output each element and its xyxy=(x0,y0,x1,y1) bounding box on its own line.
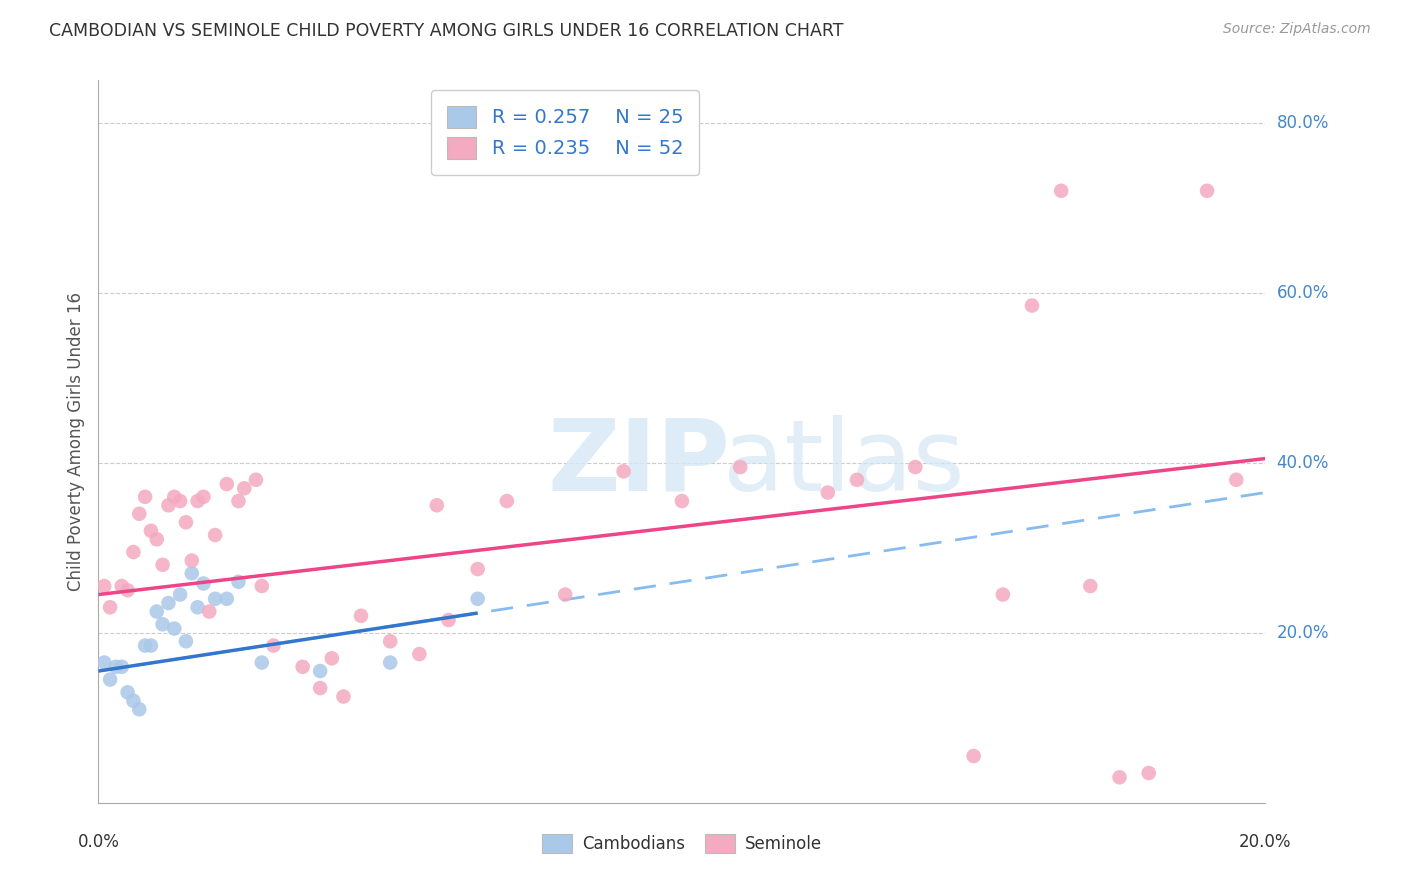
Point xyxy=(817,485,839,500)
Point xyxy=(128,702,150,716)
Point xyxy=(152,558,174,572)
Point xyxy=(198,605,221,619)
Point xyxy=(350,608,373,623)
Point xyxy=(309,681,332,695)
Text: 60.0%: 60.0% xyxy=(1277,284,1329,301)
Point xyxy=(146,605,169,619)
Point xyxy=(174,516,197,530)
Point xyxy=(991,588,1014,602)
Point xyxy=(187,600,209,615)
Point xyxy=(180,566,202,581)
Point xyxy=(332,690,354,704)
Text: 40.0%: 40.0% xyxy=(1277,454,1329,472)
Point xyxy=(730,460,752,475)
Point xyxy=(157,596,180,610)
Point xyxy=(467,591,489,606)
Point xyxy=(228,494,250,508)
Point xyxy=(233,481,256,495)
Text: CAMBODIAN VS SEMINOLE CHILD POVERTY AMONG GIRLS UNDER 16 CORRELATION CHART: CAMBODIAN VS SEMINOLE CHILD POVERTY AMON… xyxy=(49,22,844,40)
Point xyxy=(437,613,460,627)
Point xyxy=(262,639,284,653)
Point xyxy=(174,634,197,648)
Point xyxy=(496,494,519,508)
Point xyxy=(146,533,169,547)
Point xyxy=(134,490,156,504)
Text: ZIP: ZIP xyxy=(548,415,731,512)
Point xyxy=(554,588,576,602)
Point xyxy=(111,579,134,593)
Point xyxy=(215,591,238,606)
Point xyxy=(180,553,202,567)
Point xyxy=(962,749,984,764)
Point xyxy=(215,477,238,491)
Point xyxy=(111,660,134,674)
Point xyxy=(1080,579,1102,593)
Point xyxy=(93,579,115,593)
Point xyxy=(1021,299,1043,313)
Point xyxy=(128,507,150,521)
Y-axis label: Child Poverty Among Girls Under 16: Child Poverty Among Girls Under 16 xyxy=(66,292,84,591)
Point xyxy=(104,660,127,674)
Point xyxy=(193,490,215,504)
Text: 20.0%: 20.0% xyxy=(1277,624,1329,642)
Point xyxy=(163,622,186,636)
Point xyxy=(169,494,191,508)
Point xyxy=(204,591,226,606)
Point xyxy=(134,639,156,653)
Point xyxy=(117,583,139,598)
Point xyxy=(671,494,693,508)
Point xyxy=(193,576,215,591)
Text: 80.0%: 80.0% xyxy=(1277,114,1329,132)
Point xyxy=(1137,766,1160,780)
Point xyxy=(1108,770,1130,784)
Point xyxy=(163,490,186,504)
Point xyxy=(98,673,121,687)
Point xyxy=(245,473,267,487)
Point xyxy=(204,528,226,542)
Point xyxy=(98,600,121,615)
Point xyxy=(426,498,449,512)
Point xyxy=(291,660,314,674)
Text: 20.0%: 20.0% xyxy=(1239,833,1292,851)
Point xyxy=(152,617,174,632)
Legend: Cambodians, Seminole: Cambodians, Seminole xyxy=(536,827,828,860)
Point xyxy=(139,524,162,538)
Point xyxy=(380,634,402,648)
Point xyxy=(309,664,332,678)
Point xyxy=(139,639,162,653)
Point xyxy=(122,545,145,559)
Point xyxy=(157,498,180,512)
Point xyxy=(612,464,634,478)
Point xyxy=(169,588,191,602)
Point xyxy=(228,574,250,589)
Text: 0.0%: 0.0% xyxy=(77,833,120,851)
Text: atlas: atlas xyxy=(723,415,965,512)
Point xyxy=(1225,473,1247,487)
Text: Source: ZipAtlas.com: Source: ZipAtlas.com xyxy=(1223,22,1371,37)
Point xyxy=(1050,184,1073,198)
Point xyxy=(93,656,115,670)
Point xyxy=(321,651,343,665)
Point xyxy=(117,685,139,699)
Point xyxy=(250,656,273,670)
Point xyxy=(904,460,927,475)
Point xyxy=(467,562,489,576)
Point xyxy=(408,647,430,661)
Point xyxy=(250,579,273,593)
Point xyxy=(122,694,145,708)
Point xyxy=(846,473,869,487)
Point xyxy=(187,494,209,508)
Point xyxy=(380,656,402,670)
Point xyxy=(1195,184,1218,198)
